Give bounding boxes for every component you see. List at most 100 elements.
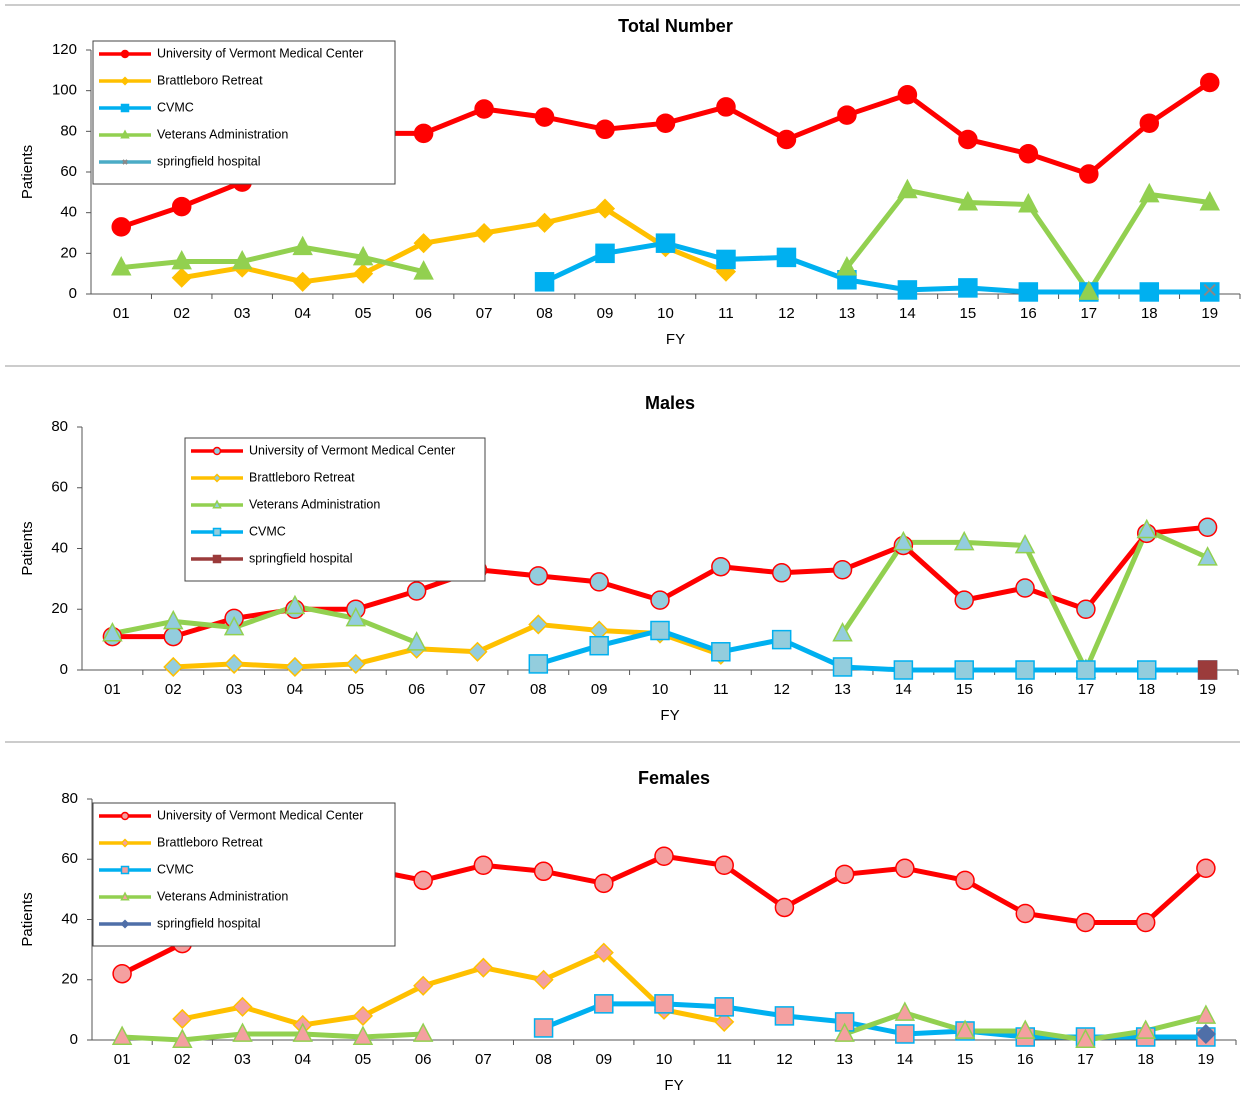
- marker: [834, 864, 855, 885]
- marker: [1076, 599, 1096, 619]
- x-tick-label: 17: [1080, 305, 1097, 322]
- marker: [212, 527, 222, 537]
- x-tick-label: 18: [1137, 1051, 1154, 1068]
- marker: [412, 1022, 434, 1042]
- x-tick-label: 05: [355, 1051, 372, 1068]
- x-tick-label: 04: [287, 681, 304, 698]
- marker: [473, 855, 494, 876]
- marker: [894, 1001, 916, 1021]
- marker: [1015, 1019, 1036, 1039]
- marker: [832, 657, 853, 677]
- marker: [110, 256, 132, 276]
- marker: [1139, 113, 1160, 133]
- legend-label: springfield hospital: [249, 551, 353, 565]
- x-tick-label: 11: [718, 305, 734, 322]
- marker: [120, 129, 130, 139]
- marker: [714, 855, 734, 876]
- marker: [1196, 858, 1216, 879]
- chart-title: Total Number: [618, 16, 733, 36]
- legend-label: University of Vermont Medical Center: [157, 808, 363, 822]
- marker: [284, 594, 306, 615]
- y-tick-label: 60: [51, 479, 68, 496]
- x-tick-label: 15: [957, 1051, 974, 1068]
- marker: [1139, 182, 1160, 203]
- marker: [120, 49, 130, 59]
- marker: [120, 838, 130, 848]
- marker: [171, 249, 192, 270]
- marker: [212, 499, 222, 509]
- legend-box: [92, 802, 396, 947]
- marker: [353, 263, 374, 284]
- x-tick-label: 13: [836, 1051, 853, 1068]
- marker: [122, 159, 128, 165]
- x-tick-label: 12: [776, 1051, 793, 1068]
- marker: [1200, 72, 1220, 93]
- legend-label: Brattleboro Retreat: [157, 73, 263, 87]
- marker: [467, 641, 488, 662]
- marker: [1195, 1004, 1217, 1024]
- x-axis-title: FY: [666, 331, 685, 348]
- marker: [533, 1018, 554, 1038]
- y-tick-label: 40: [61, 910, 78, 927]
- x-tick-label: 14: [899, 305, 916, 322]
- legend-label: springfield hospital: [157, 154, 261, 168]
- marker: [1135, 912, 1156, 933]
- x-tick-label: 10: [657, 305, 674, 322]
- y-axis-title: Patients: [19, 892, 36, 946]
- marker: [774, 1006, 795, 1026]
- marker: [172, 1008, 193, 1029]
- y-tick-label: 40: [60, 204, 77, 221]
- marker: [958, 278, 978, 298]
- y-tick-label: 60: [60, 163, 77, 180]
- x-tick-label: 14: [895, 681, 912, 698]
- x-tick-label: 06: [415, 1051, 432, 1068]
- marker: [593, 942, 614, 963]
- marker: [1014, 533, 1036, 554]
- legend-label: CVMC: [157, 862, 194, 876]
- marker: [474, 99, 494, 119]
- series-line: [543, 240, 1210, 295]
- x-axis-title: FY: [664, 1077, 683, 1094]
- marker: [1197, 517, 1218, 537]
- chart: Females FY Patients 0 20 40 60 80 01 02 03 04 05 06 07…: [19, 768, 1237, 1094]
- marker: [212, 446, 222, 456]
- marker: [120, 865, 130, 875]
- x-tick-label: 02: [174, 1051, 191, 1068]
- marker: [837, 105, 857, 125]
- marker: [352, 1025, 374, 1045]
- marker: [163, 609, 184, 630]
- x-tick-label: 15: [956, 681, 973, 698]
- marker: [650, 590, 670, 610]
- marker: [120, 103, 130, 113]
- marker: [528, 566, 549, 586]
- x-tick-label: 05: [347, 681, 364, 698]
- marker: [120, 76, 130, 86]
- marker: [473, 957, 494, 978]
- legend-label: University of Vermont Medical Center: [249, 443, 455, 457]
- legend-label: Veterans Administration: [249, 497, 380, 511]
- marker: [1075, 912, 1096, 933]
- y-tick-label: 0: [69, 285, 77, 302]
- marker: [1015, 578, 1035, 598]
- marker: [1199, 190, 1221, 211]
- y-tick-label: 20: [61, 971, 78, 988]
- x-tick-label: 12: [778, 305, 795, 322]
- legend-label: CVMC: [249, 524, 286, 538]
- marker: [352, 245, 374, 266]
- marker: [953, 530, 975, 551]
- marker: [284, 656, 306, 678]
- marker: [897, 84, 918, 105]
- marker: [654, 846, 674, 866]
- x-tick-label: 16: [1017, 681, 1034, 698]
- marker: [172, 1028, 193, 1048]
- x-tick-label: 13: [834, 681, 851, 698]
- marker: [292, 271, 313, 292]
- marker: [232, 1022, 253, 1042]
- legend-label: CVMC: [157, 100, 194, 114]
- marker: [893, 660, 914, 680]
- marker: [1018, 193, 1039, 213]
- y-tick-label: 20: [60, 244, 77, 261]
- y-tick-label: 80: [51, 418, 68, 435]
- marker: [655, 233, 676, 253]
